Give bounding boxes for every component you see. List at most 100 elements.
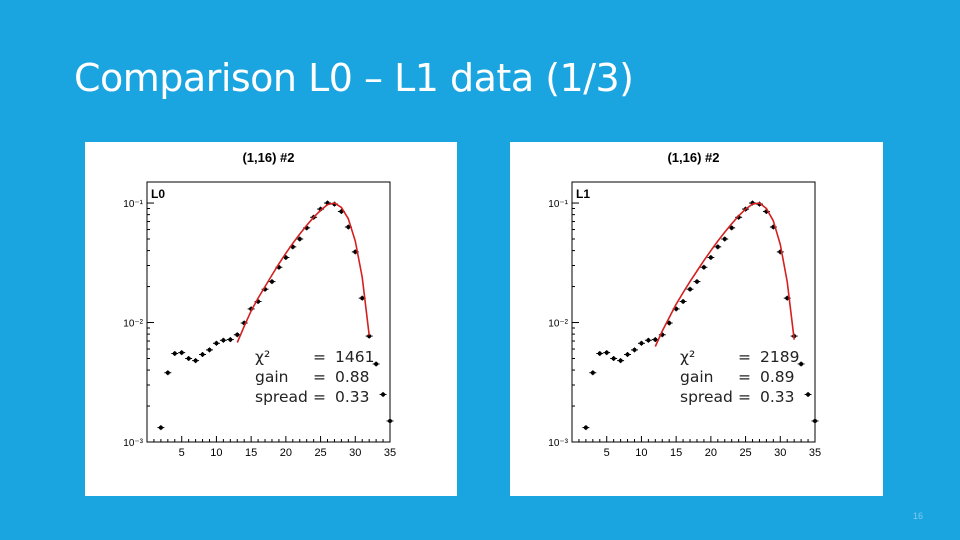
data-point	[296, 236, 304, 242]
y-tick-label: 10⁻²	[548, 319, 568, 330]
marker	[269, 279, 274, 284]
chi2-value: 1461	[335, 348, 375, 366]
page-number: 16	[913, 511, 924, 521]
data-point	[811, 418, 819, 424]
equals-sign: =	[738, 368, 751, 386]
gain-value: 0.88	[335, 368, 370, 386]
marker	[625, 352, 630, 357]
data-point	[693, 279, 701, 285]
data-point	[679, 298, 687, 304]
marker	[235, 332, 240, 337]
data-point	[372, 361, 380, 367]
data-point	[686, 286, 694, 292]
marker	[688, 287, 693, 292]
data-point	[206, 347, 213, 353]
marker	[646, 338, 651, 343]
marker	[632, 347, 637, 352]
data-point	[603, 350, 611, 356]
data-point	[185, 355, 193, 361]
marker	[583, 425, 588, 430]
marker	[283, 255, 288, 260]
y-tick-label: 10⁻²	[123, 319, 143, 330]
x-tick-label: 15	[670, 447, 682, 459]
gain-value: 0.89	[760, 368, 795, 386]
marker	[611, 356, 616, 361]
data-point	[157, 425, 165, 431]
data-point	[582, 425, 590, 431]
x-tick-label: 20	[705, 447, 717, 459]
x-tick-label: 25	[739, 447, 751, 459]
chart-l1: (1,16) #2 L1 5 10 15 20 25 30 35 10⁻³ 10⁻² 10⁻¹	[548, 150, 821, 459]
marker	[653, 337, 658, 342]
x-tick-label: 30	[774, 447, 786, 459]
y-tick-label: 10⁻³	[548, 438, 568, 449]
spread-value: 0.33	[335, 388, 370, 406]
chart-title: (1,16) #2	[667, 150, 719, 165]
series-label: L1	[576, 187, 590, 201]
marker	[715, 244, 720, 249]
marker	[694, 279, 699, 284]
x-tick-label: 5	[604, 447, 610, 459]
data-point	[721, 236, 729, 242]
data-point	[233, 332, 241, 338]
chart-panel-l1: (1,16) #2 L1 5 10 15 20 25 30 35 10⁻³ 10⁻² 10⁻¹ χ² =…	[510, 142, 883, 496]
marker	[785, 296, 790, 301]
marker	[604, 350, 609, 355]
equals-sign: =	[313, 368, 326, 386]
x-tick-label: 30	[349, 447, 361, 459]
marker	[353, 249, 358, 254]
marker	[165, 370, 170, 375]
marker	[186, 356, 191, 361]
data-point	[665, 320, 673, 326]
chi2-label: χ²	[255, 348, 271, 366]
data-point	[226, 337, 234, 343]
spread-label: spread	[680, 388, 733, 406]
data-point	[617, 358, 625, 364]
data-point	[589, 370, 597, 376]
marker	[228, 337, 233, 342]
marker	[701, 265, 706, 270]
fit-curve	[236, 202, 370, 343]
marker	[618, 358, 623, 363]
fit-curve	[654, 202, 795, 347]
marker	[729, 225, 734, 230]
marker	[207, 347, 212, 352]
y-tick-label: 10⁻³	[123, 438, 143, 449]
data-point	[700, 264, 708, 270]
marker	[367, 334, 372, 339]
data-point	[164, 370, 172, 376]
marker	[388, 418, 392, 423]
plot-frame	[571, 181, 816, 443]
data-point	[797, 361, 805, 367]
marker	[214, 341, 219, 346]
data-point	[644, 337, 652, 343]
marker	[374, 361, 379, 366]
marker	[597, 351, 602, 356]
gain-label: gain	[255, 368, 289, 386]
series-label: L0	[151, 187, 165, 201]
marker	[221, 338, 226, 343]
data-point	[386, 418, 394, 424]
data-point	[268, 279, 276, 285]
equals-sign: =	[313, 388, 326, 406]
marker	[708, 255, 713, 260]
x-tick-label: 10	[210, 447, 222, 459]
marker	[667, 321, 672, 326]
marker	[590, 370, 595, 375]
x-tick-label: 25	[314, 447, 326, 459]
x-tick-label: 5	[179, 447, 185, 459]
y-tick-label: 10⁻¹	[123, 199, 143, 210]
data-point	[365, 333, 373, 339]
chi2-label: χ²	[680, 348, 696, 366]
data-point	[171, 351, 179, 357]
marker	[799, 361, 804, 366]
equals-sign: =	[738, 388, 751, 406]
data-point	[624, 351, 632, 357]
fit-stats-l1: χ² = 2189 gain = 0.89 spread = 0.33	[680, 347, 799, 407]
x-tick-label: 10	[635, 447, 647, 459]
gain-label: gain	[680, 368, 714, 386]
data-point	[212, 340, 220, 346]
equals-sign: =	[738, 348, 751, 366]
data-point	[637, 340, 645, 346]
data-point	[631, 347, 638, 353]
